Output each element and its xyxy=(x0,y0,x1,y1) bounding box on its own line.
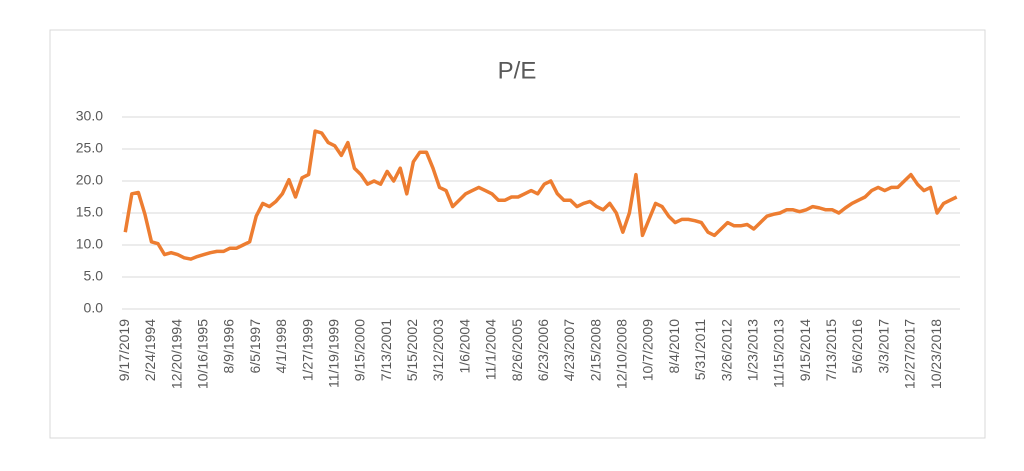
x-tick-label: 5/6/2016 xyxy=(849,319,865,374)
x-tick-label: 1/23/2013 xyxy=(744,319,760,381)
y-tick-label: 20.0 xyxy=(76,172,103,188)
x-tick-label: 7/13/2001 xyxy=(378,319,394,381)
y-tick-label: 15.0 xyxy=(76,204,103,220)
x-tick-label: 11/19/1999 xyxy=(325,319,341,388)
x-tick-label: 8/9/1996 xyxy=(221,319,237,374)
data-line xyxy=(123,129,958,261)
x-tick-label: 10/16/1995 xyxy=(195,319,211,389)
y-tick-label: 30.0 xyxy=(76,108,103,124)
x-tick-label: 1/6/2004 xyxy=(456,319,472,374)
y-tick-label: 0.0 xyxy=(84,300,104,316)
x-tick-label: 8/4/2010 xyxy=(666,319,682,374)
x-tick-label: 9/17/2019 xyxy=(116,319,132,381)
x-tick-label: 11/15/2013 xyxy=(771,319,787,388)
y-tick-label: 5.0 xyxy=(84,268,104,284)
x-tick-label: 2/24/1994 xyxy=(142,319,158,381)
x-tick-label: 3/12/2003 xyxy=(430,319,446,381)
x-tick-label: 6/5/1997 xyxy=(247,319,263,374)
x-tick-label: 8/26/2005 xyxy=(509,319,525,381)
x-tick-label: 5/31/2011 xyxy=(692,319,708,380)
chart-frame xyxy=(49,29,986,439)
x-tick-label: 10/7/2009 xyxy=(640,319,656,381)
x-tick-label: 12/10/2008 xyxy=(614,319,630,389)
x-tick-label: 6/23/2006 xyxy=(535,319,551,381)
x-tick-label: 5/15/2002 xyxy=(404,319,420,381)
x-tick-label: 10/23/2018 xyxy=(928,319,944,389)
x-tick-label: 3/26/2012 xyxy=(718,319,734,381)
x-tick-label: 4/23/2007 xyxy=(561,319,577,381)
y-tick-label: 10.0 xyxy=(76,236,103,252)
x-tick-label: 4/1/1998 xyxy=(273,319,289,374)
x-tick-label: 9/15/2014 xyxy=(797,319,813,381)
x-tick-label: 9/15/2000 xyxy=(352,319,368,381)
x-tick-label: 7/13/2015 xyxy=(823,319,839,381)
x-tick-label: 12/20/1994 xyxy=(168,319,184,389)
x-tick-label: 2/15/2008 xyxy=(587,319,603,381)
x-tick-label: 11/1/2004 xyxy=(483,319,499,380)
x-tick-label: 12/27/2017 xyxy=(902,319,918,389)
x-tick-label: 1/27/1999 xyxy=(299,319,315,381)
y-tick-label: 25.0 xyxy=(76,140,103,156)
chart-title: P/E xyxy=(498,57,537,84)
x-tick-label: 3/3/2017 xyxy=(875,319,891,374)
